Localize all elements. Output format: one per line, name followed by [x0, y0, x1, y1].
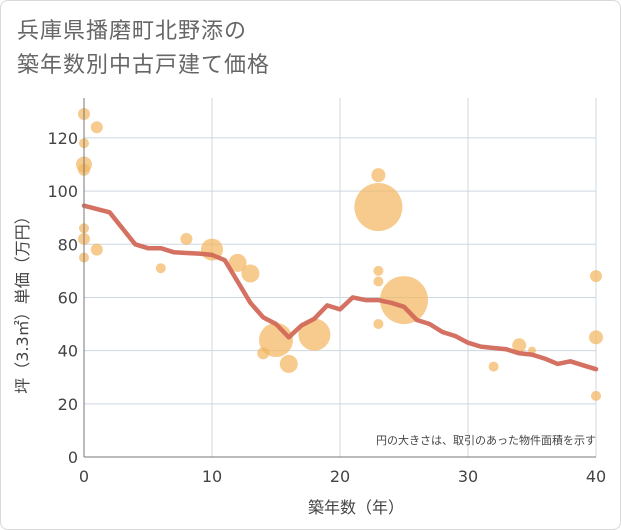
bubble-point-28: [589, 330, 603, 345]
bubble-point-21: [373, 276, 384, 287]
y-tick-label-80: 80: [58, 235, 78, 254]
grid-lines: [84, 98, 597, 457]
axes: [83, 98, 596, 458]
bubble-point-23: [380, 276, 428, 325]
bubble-point-20: [373, 265, 384, 276]
average-line-series: [81, 203, 599, 372]
bubble-point-15: [259, 322, 293, 357]
bubble-point-13: [241, 264, 260, 283]
y-tick-label-20: 20: [58, 395, 78, 414]
chart-title-line-2: 築年数別中古戸建て価格: [17, 53, 271, 78]
x-axis-label: 築年数（年）: [308, 498, 404, 517]
chart-title: 兵庫県播磨町北野添の 築年数別中古戸建て価格: [17, 15, 270, 83]
bubble-point-16: [279, 354, 298, 373]
bubble-point-12: [228, 253, 247, 272]
bubble-point-19: [354, 183, 403, 232]
x-tick-label-0: 0: [79, 467, 89, 486]
y-tick-label-0: 0: [68, 448, 78, 467]
bubble-point-24: [488, 361, 499, 372]
y-axis-label: 坪（3.3㎡）単価（万円）: [13, 208, 32, 393]
y-tick-label-60: 60: [58, 288, 78, 307]
average-price-line: [81, 203, 599, 372]
bubble-point-25: [512, 338, 527, 353]
bubble-point-27: [590, 270, 602, 283]
bubble-point-8: [90, 243, 103, 256]
bubble-point-17: [298, 318, 331, 351]
bubble-point-29: [591, 390, 601, 401]
y-tick-label-120: 120: [47, 129, 78, 148]
size-annotation: 円の大きさは、取引のあった物件面積を示す: [376, 433, 596, 447]
bubble-point-18: [371, 168, 386, 183]
bubble-point-7: [90, 121, 103, 134]
x-tick-label-10: 10: [202, 467, 222, 486]
y-tick-labels: 0 20 40 60 80 100 120: [47, 129, 78, 467]
y-tick-label-100: 100: [47, 182, 78, 201]
chart-title-line-1: 兵庫県播磨町北野添の: [17, 19, 248, 44]
bubble-point-10: [180, 232, 193, 245]
x-tick-label-30: 30: [458, 467, 478, 486]
x-tick-label-20: 20: [330, 467, 350, 486]
bubble-point-9: [155, 263, 166, 274]
bubble-point-22: [373, 319, 384, 330]
y-tick-label-40: 40: [58, 342, 78, 361]
x-tick-labels: 0 10 20 30 40: [79, 467, 606, 486]
x-tick-label-40: 40: [586, 467, 606, 486]
